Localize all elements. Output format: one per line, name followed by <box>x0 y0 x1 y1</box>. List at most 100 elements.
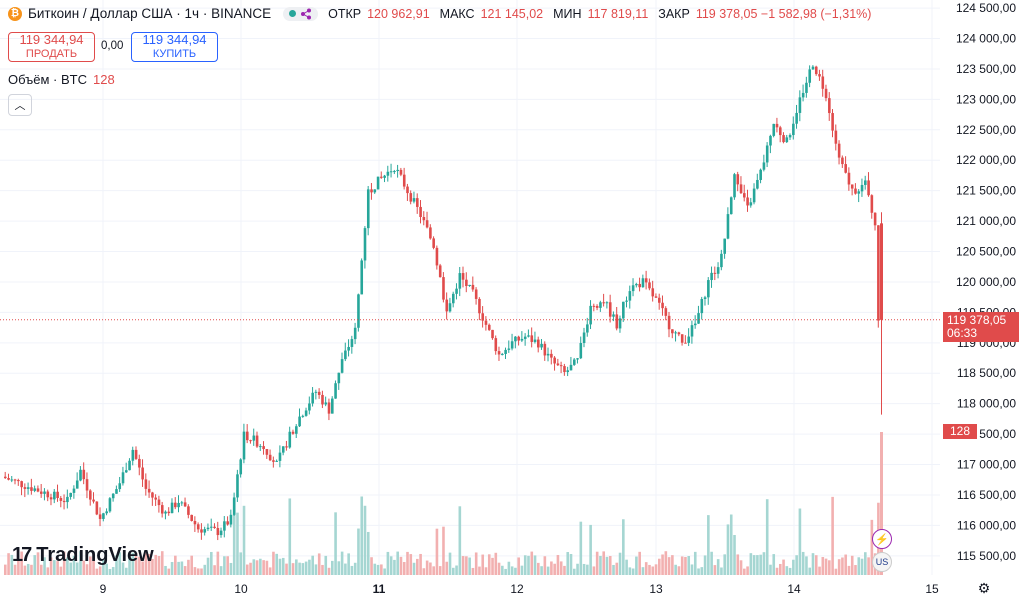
volume-bar <box>180 561 184 575</box>
volume-bar <box>494 552 498 575</box>
market-status-pill[interactable] <box>283 6 319 21</box>
volume-bar <box>759 554 762 575</box>
candle-body <box>635 283 638 286</box>
volume-bar <box>39 564 43 575</box>
volume-bar <box>857 557 861 575</box>
candle-body <box>102 513 105 519</box>
candle-body <box>543 343 547 356</box>
candle-body <box>393 171 396 173</box>
symbol-title[interactable]: Биткоин / Доллар США · 1ч · BINANCE <box>28 6 272 21</box>
sell-button[interactable]: 119 344,94 ПРОДАТЬ <box>8 32 95 62</box>
volume-bar <box>383 568 386 575</box>
volume-bar <box>716 559 720 575</box>
candle-body <box>416 198 419 207</box>
tradingview-logo-icon: 17 <box>12 544 32 566</box>
volume-bar <box>259 558 262 575</box>
collapse-legend-button[interactable]: ︿ <box>8 94 32 116</box>
candle-body <box>59 497 63 501</box>
candle-body <box>494 338 498 352</box>
candle-body <box>151 492 154 498</box>
candle-body <box>870 195 874 213</box>
chart-grid <box>0 0 940 575</box>
volume-bar <box>798 508 802 575</box>
volume-bar <box>572 568 576 575</box>
time-axis: 9 10 11 12 13 14 15 <box>100 582 939 596</box>
volume-bar <box>808 567 812 575</box>
candle-body <box>805 82 808 93</box>
candle-body <box>785 137 789 143</box>
volume-bar <box>458 506 462 575</box>
candle-body <box>726 214 730 239</box>
candle-body <box>559 365 563 367</box>
candle-body <box>425 220 429 228</box>
volume-bar <box>438 566 442 575</box>
volume-bar <box>285 563 288 575</box>
volume-bar <box>478 566 481 575</box>
candle-body <box>461 273 465 280</box>
candle-body <box>458 273 462 289</box>
candle-body <box>880 223 883 320</box>
candle-body <box>625 300 628 302</box>
candle-body <box>716 267 720 274</box>
candle-body <box>834 130 838 144</box>
candle-body <box>507 348 511 350</box>
candle-body <box>720 253 723 268</box>
settings-gear-icon[interactable]: ⚙ <box>977 580 991 596</box>
volume-bar <box>288 498 292 575</box>
candle-body <box>828 98 831 114</box>
volume-bar <box>487 554 491 575</box>
candle-body <box>605 302 609 304</box>
volume-bar <box>190 555 193 575</box>
candle-body <box>713 272 717 274</box>
ohlc-low-value: 117 819,11 <box>587 6 649 21</box>
volume-bar <box>72 555 76 575</box>
candle-body <box>824 88 828 99</box>
candle-body <box>520 338 524 341</box>
candle-body <box>216 528 220 536</box>
candle-body <box>157 499 161 506</box>
tradingview-logo[interactable]: 17 TradingView <box>12 544 154 567</box>
candle-body <box>651 288 655 297</box>
market-open-dot-icon <box>289 10 297 17</box>
volume-bar <box>232 498 236 575</box>
candle-body <box>729 197 733 215</box>
volume-bar <box>854 565 857 575</box>
candle-body <box>537 339 540 348</box>
candle-body <box>236 474 239 498</box>
candle-body <box>399 169 403 175</box>
volume-bar <box>746 566 749 575</box>
volume-legend-value: 128 <box>92 72 115 87</box>
ohlc-high-value: 121 145,02 <box>480 6 544 21</box>
candle-body <box>478 298 481 314</box>
volume-bar <box>661 554 664 575</box>
candle-body <box>553 357 556 364</box>
volume-bar <box>412 562 416 575</box>
candle-body <box>618 318 622 329</box>
volume-bar <box>196 568 200 575</box>
volume-bar <box>850 555 854 575</box>
buy-button[interactable]: 119 344,94 КУПИТЬ <box>131 32 218 62</box>
volume-bar <box>831 496 834 575</box>
volume-bar <box>576 563 579 575</box>
volume-legend[interactable]: Объём · BTC 128 <box>8 72 115 87</box>
time-tick-label: 10 <box>234 582 248 596</box>
lightning-event-icon[interactable]: ⚡ <box>872 529 892 549</box>
volume-bar <box>98 566 102 575</box>
candle-body <box>167 511 171 514</box>
bitcoin-icon: ₿ <box>8 6 22 21</box>
candle-body <box>484 320 488 325</box>
candle-body <box>314 391 318 393</box>
volume-bar <box>592 566 596 575</box>
us-flag-event-icon[interactable]: US <box>872 552 892 572</box>
buy-price: 119 344,94 <box>142 32 207 47</box>
candle-body <box>183 502 187 507</box>
volume-bar <box>589 524 592 575</box>
candle-body <box>687 336 691 343</box>
candle-body <box>337 372 341 384</box>
candle-body <box>445 299 449 312</box>
candle-body <box>43 491 46 494</box>
candle-body <box>808 69 812 83</box>
volume-bar <box>281 557 285 575</box>
candle-body <box>373 189 377 193</box>
